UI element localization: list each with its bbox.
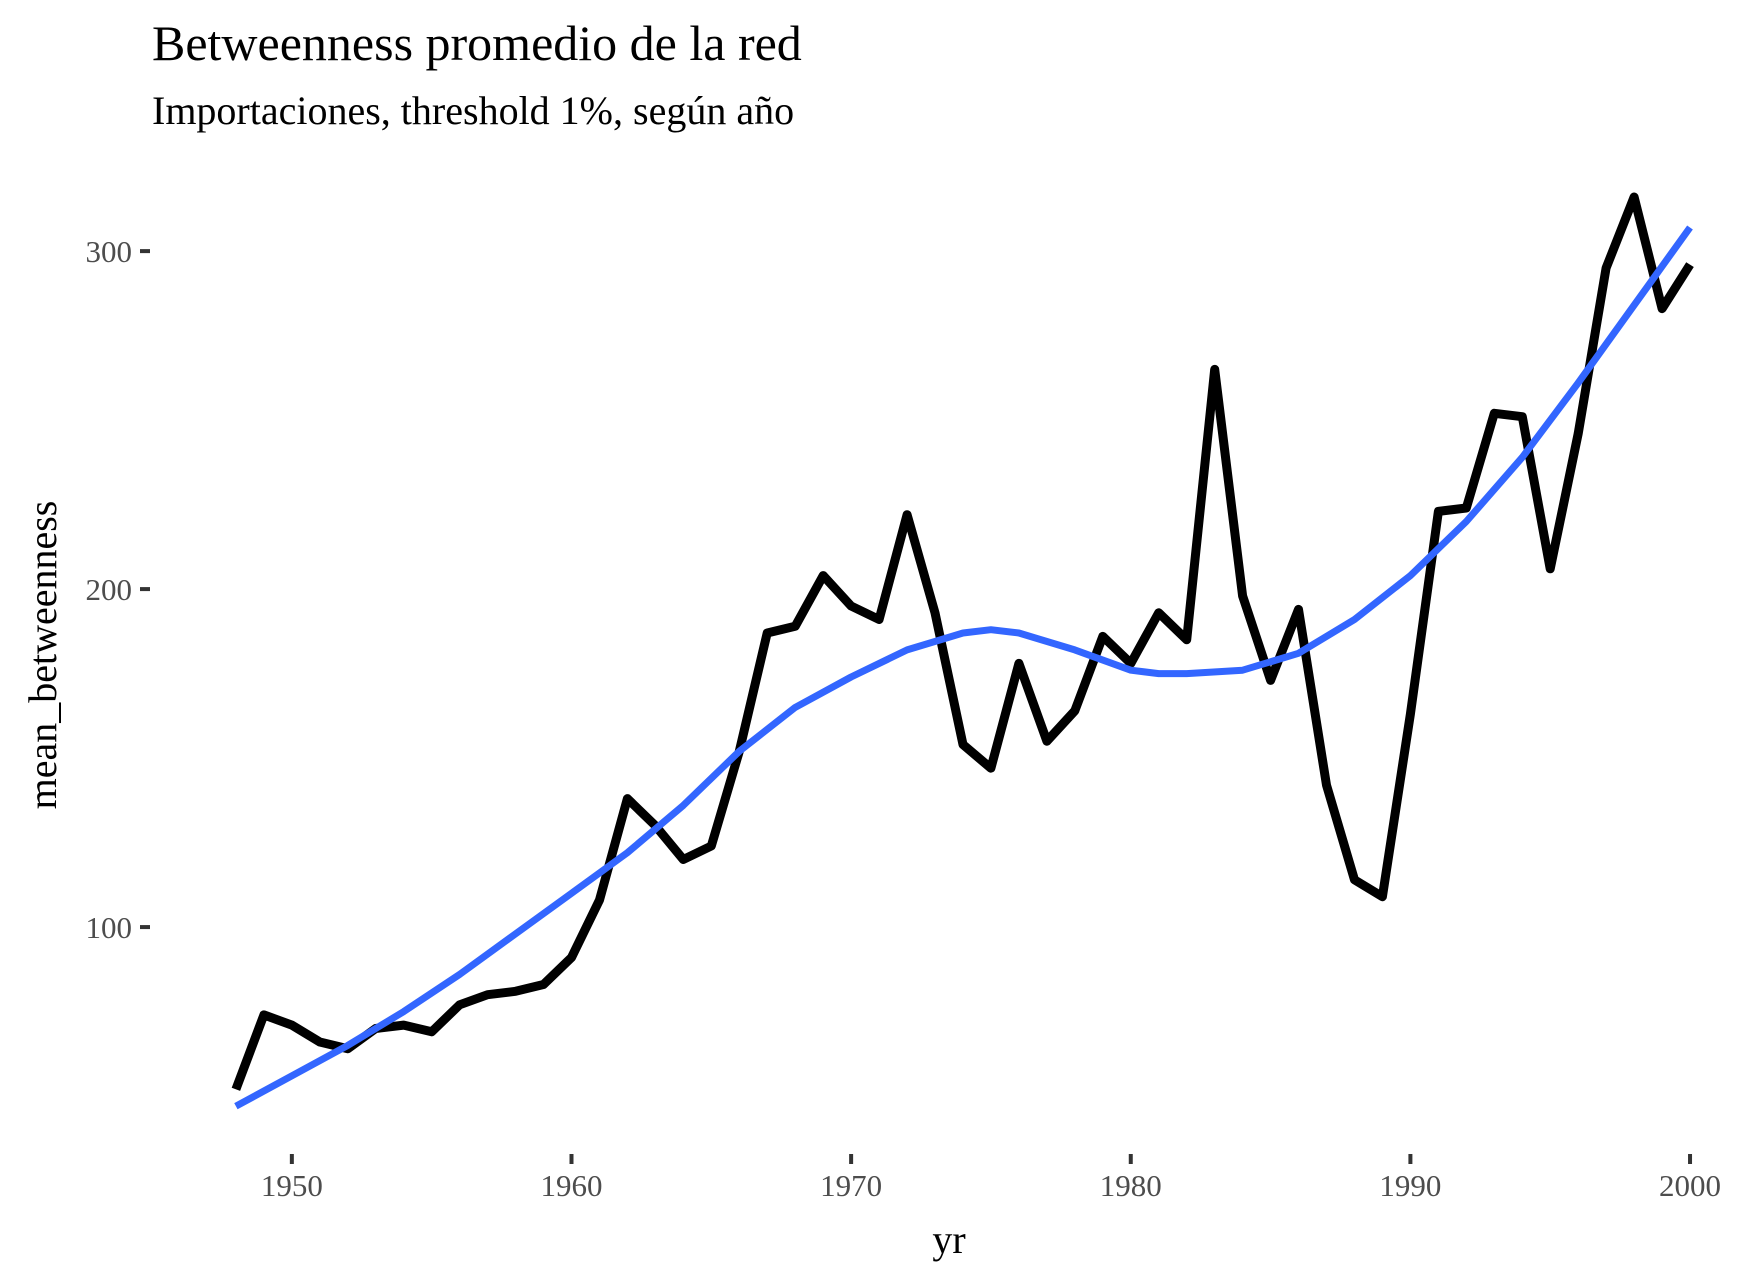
x-tick-label: 1980 bbox=[1100, 1168, 1162, 1203]
chart-title: Betweenness promedio de la red bbox=[152, 15, 802, 71]
series-line-observed bbox=[231, 192, 1694, 1091]
y-tick-label: 100 bbox=[86, 910, 133, 945]
x-tick-label: 2000 bbox=[1659, 1168, 1721, 1203]
x-tick-label: 1950 bbox=[261, 1168, 323, 1203]
y-tick-label: 200 bbox=[86, 572, 133, 607]
y-axis-title: mean_betweenness bbox=[20, 501, 65, 810]
x-axis: 1950 1960 1970 1980 1990 2000 bbox=[261, 1154, 1721, 1203]
y-axis: 100 200 300 bbox=[86, 234, 150, 945]
y-tick-label: 300 bbox=[86, 234, 133, 269]
chart-subtitle: Importaciones, threshold 1%, según año bbox=[152, 88, 794, 133]
series-line-smooth bbox=[234, 225, 1693, 1110]
plot-area bbox=[231, 192, 1694, 1110]
x-tick-label: 1970 bbox=[820, 1168, 882, 1203]
x-tick-label: 1960 bbox=[540, 1168, 602, 1203]
x-tick-label: 1990 bbox=[1379, 1168, 1441, 1203]
x-axis-title: yr bbox=[932, 1217, 965, 1262]
